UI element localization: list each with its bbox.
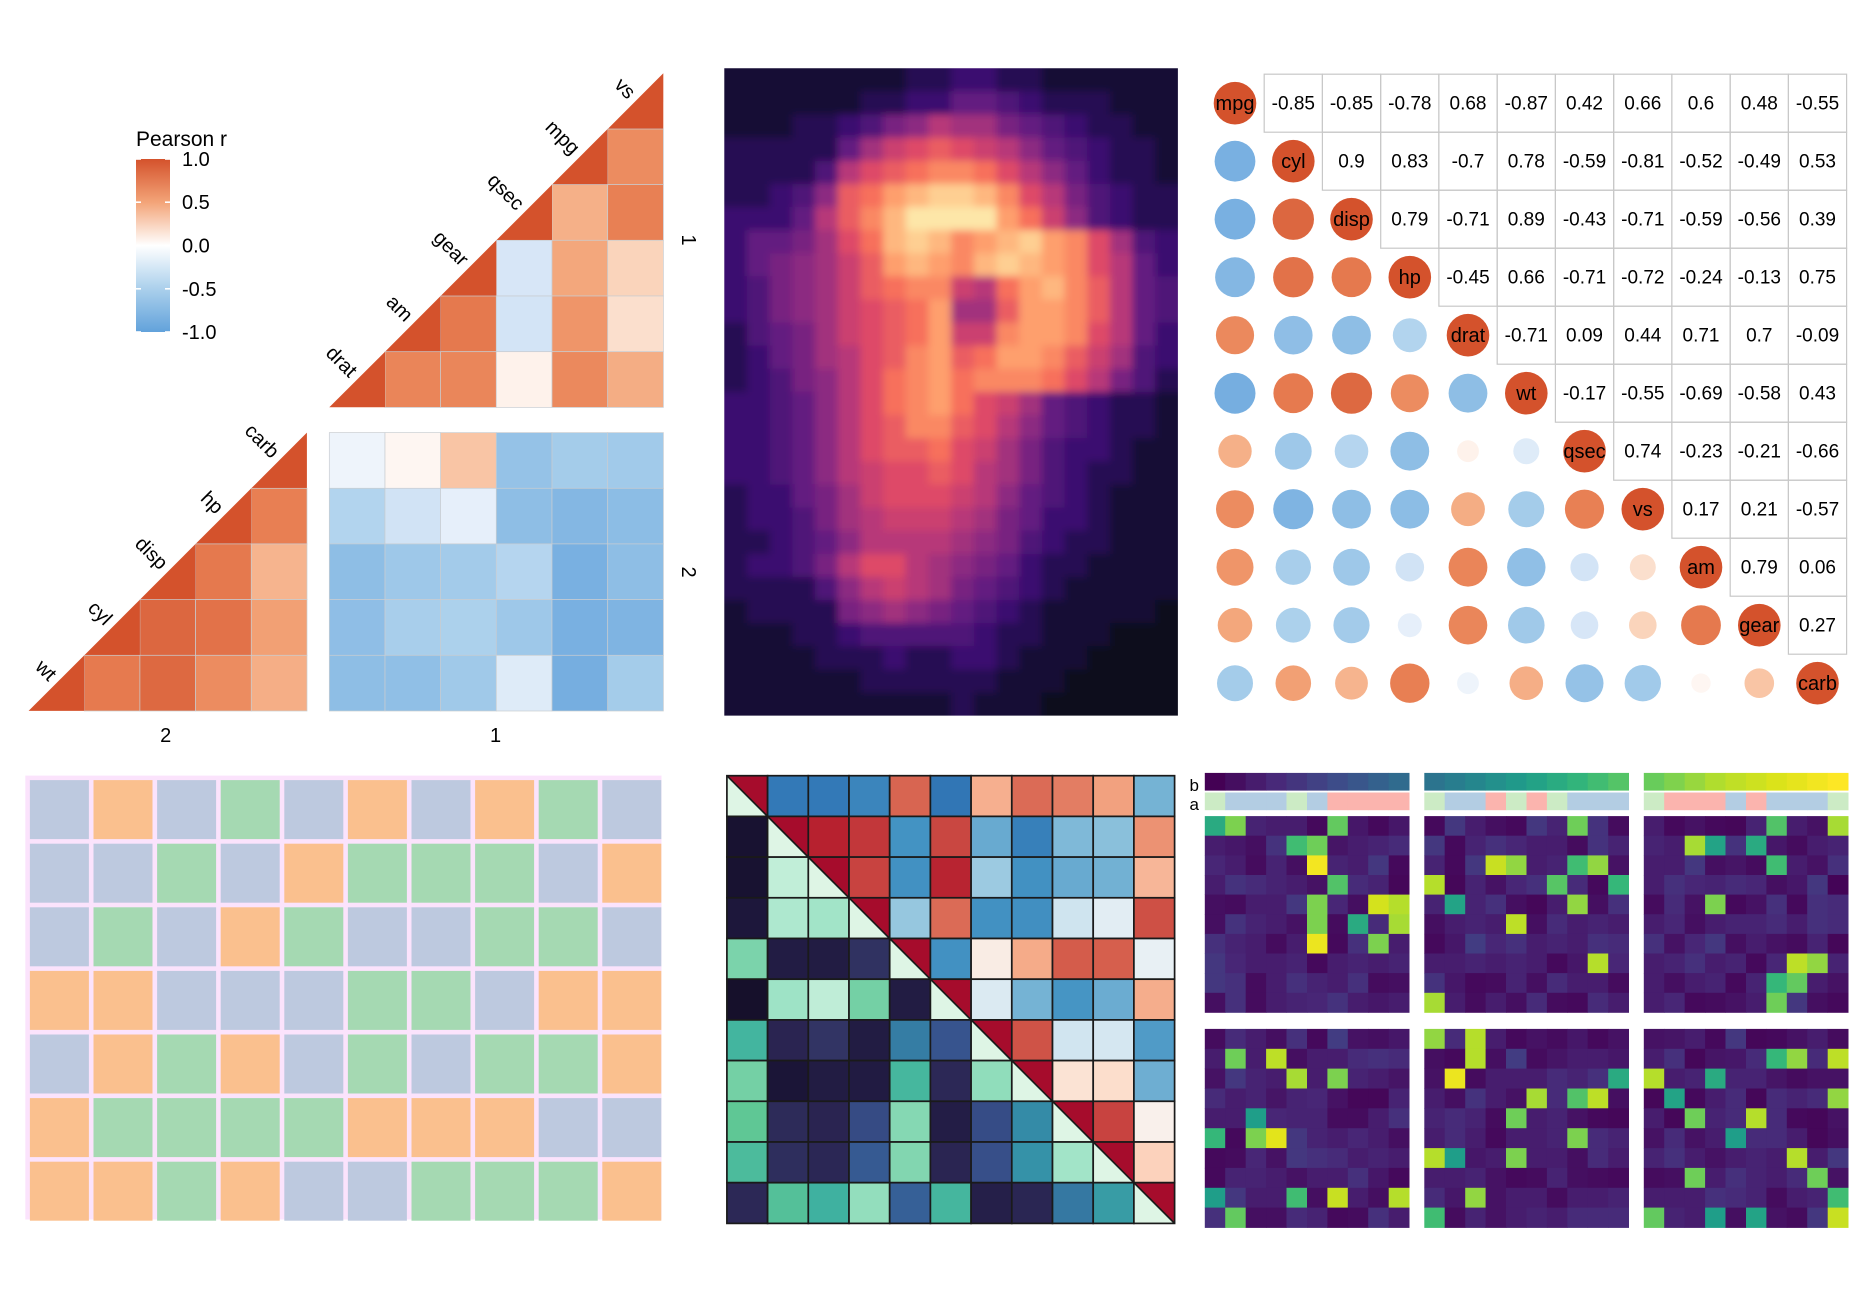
svg-text:-0.45: -0.45: [1446, 268, 1489, 289]
svg-text:-0.59: -0.59: [1563, 152, 1606, 173]
svg-text:-0.58: -0.58: [1738, 384, 1781, 405]
svg-text:vs: vs: [1633, 499, 1653, 521]
svg-text:0.7: 0.7: [1746, 326, 1772, 347]
svg-text:-0.71: -0.71: [1446, 210, 1489, 231]
svg-text:-0.78: -0.78: [1388, 94, 1431, 115]
svg-text:b: b: [1190, 776, 1199, 795]
svg-text:-0.52: -0.52: [1679, 152, 1722, 173]
svg-text:a: a: [1190, 795, 1200, 814]
svg-text:-0.43: -0.43: [1563, 210, 1606, 231]
svg-text:0.68: 0.68: [1450, 94, 1487, 115]
svg-text:1: 1: [490, 725, 501, 747]
svg-text:-0.17: -0.17: [1563, 384, 1606, 405]
svg-text:wt: wt: [1515, 383, 1536, 405]
svg-text:0.21: 0.21: [1741, 500, 1778, 521]
svg-text:-0.7: -0.7: [1452, 152, 1485, 173]
svg-text:-0.21: -0.21: [1738, 442, 1781, 463]
svg-text:0.66: 0.66: [1508, 268, 1545, 289]
svg-text:0.0: 0.0: [182, 236, 210, 258]
svg-text:-0.13: -0.13: [1738, 268, 1781, 289]
svg-text:-1.0: -1.0: [182, 322, 216, 344]
svg-text:0.09: 0.09: [1566, 326, 1603, 347]
svg-text:0.79: 0.79: [1741, 558, 1778, 579]
svg-text:0.83: 0.83: [1391, 152, 1428, 173]
svg-text:0.17: 0.17: [1683, 500, 1720, 521]
svg-text:drat: drat: [321, 342, 361, 382]
svg-text:-0.71: -0.71: [1621, 210, 1664, 231]
svg-text:0.42: 0.42: [1566, 94, 1603, 115]
svg-text:mpg: mpg: [541, 116, 584, 159]
svg-text:gear: gear: [1739, 615, 1779, 637]
svg-text:0.78: 0.78: [1508, 152, 1545, 173]
svg-text:-0.09: -0.09: [1796, 326, 1839, 347]
svg-text:-0.69: -0.69: [1679, 384, 1722, 405]
svg-text:mpg: mpg: [1216, 93, 1255, 115]
svg-text:0.5: 0.5: [182, 192, 210, 214]
svg-text:-0.87: -0.87: [1505, 94, 1548, 115]
svg-text:2: 2: [160, 725, 171, 747]
svg-text:-0.72: -0.72: [1621, 268, 1664, 289]
svg-text:-0.24: -0.24: [1679, 268, 1723, 289]
svg-text:am: am: [382, 291, 417, 326]
svg-text:0.74: 0.74: [1624, 442, 1661, 463]
svg-text:-0.85: -0.85: [1272, 94, 1315, 115]
svg-text:0.6: 0.6: [1688, 94, 1714, 115]
svg-text:hp: hp: [196, 487, 227, 518]
svg-text:1.0: 1.0: [182, 149, 210, 171]
svg-text:qsec: qsec: [1563, 441, 1605, 463]
svg-text:-0.71: -0.71: [1563, 268, 1606, 289]
svg-text:0.75: 0.75: [1799, 268, 1836, 289]
svg-text:1: 1: [677, 234, 699, 245]
svg-text:0.71: 0.71: [1683, 326, 1720, 347]
svg-text:0.39: 0.39: [1799, 210, 1836, 231]
svg-text:-0.49: -0.49: [1738, 152, 1781, 173]
svg-text:0.9: 0.9: [1338, 152, 1364, 173]
svg-text:-0.59: -0.59: [1679, 210, 1722, 231]
svg-text:0.89: 0.89: [1508, 210, 1545, 231]
svg-text:vs: vs: [610, 74, 640, 104]
svg-text:2: 2: [677, 566, 699, 577]
svg-text:-0.71: -0.71: [1505, 326, 1548, 347]
svg-text:-0.56: -0.56: [1738, 210, 1781, 231]
svg-text:carb: carb: [1798, 673, 1837, 695]
svg-text:disp: disp: [1333, 209, 1370, 231]
svg-text:-0.66: -0.66: [1796, 442, 1839, 463]
svg-text:Pearson r: Pearson r: [136, 128, 227, 151]
svg-text:hp: hp: [1399, 267, 1421, 289]
svg-text:disp: disp: [130, 533, 172, 575]
svg-text:drat: drat: [1451, 325, 1486, 347]
svg-text:0.48: 0.48: [1741, 94, 1778, 115]
svg-text:0.66: 0.66: [1624, 94, 1661, 115]
svg-text:carb: carb: [240, 420, 283, 463]
svg-text:-0.55: -0.55: [1796, 94, 1839, 115]
svg-text:0.27: 0.27: [1799, 616, 1836, 637]
svg-text:wt: wt: [30, 655, 61, 686]
svg-text:-0.57: -0.57: [1796, 500, 1839, 521]
svg-text:-0.85: -0.85: [1330, 94, 1373, 115]
svg-text:0.43: 0.43: [1799, 384, 1836, 405]
svg-text:am: am: [1687, 557, 1715, 579]
svg-text:cyl: cyl: [83, 597, 116, 630]
svg-text:-0.5: -0.5: [182, 279, 216, 301]
svg-text:0.06: 0.06: [1799, 558, 1836, 579]
svg-text:-0.81: -0.81: [1621, 152, 1664, 173]
svg-text:cyl: cyl: [1281, 151, 1305, 173]
svg-text:-0.23: -0.23: [1679, 442, 1722, 463]
svg-text:0.79: 0.79: [1391, 210, 1428, 231]
svg-text:0.44: 0.44: [1624, 326, 1661, 347]
svg-text:0.53: 0.53: [1799, 152, 1836, 173]
svg-text:-0.55: -0.55: [1621, 384, 1664, 405]
svg-text:qsec: qsec: [483, 170, 528, 215]
svg-text:gear: gear: [429, 227, 473, 271]
